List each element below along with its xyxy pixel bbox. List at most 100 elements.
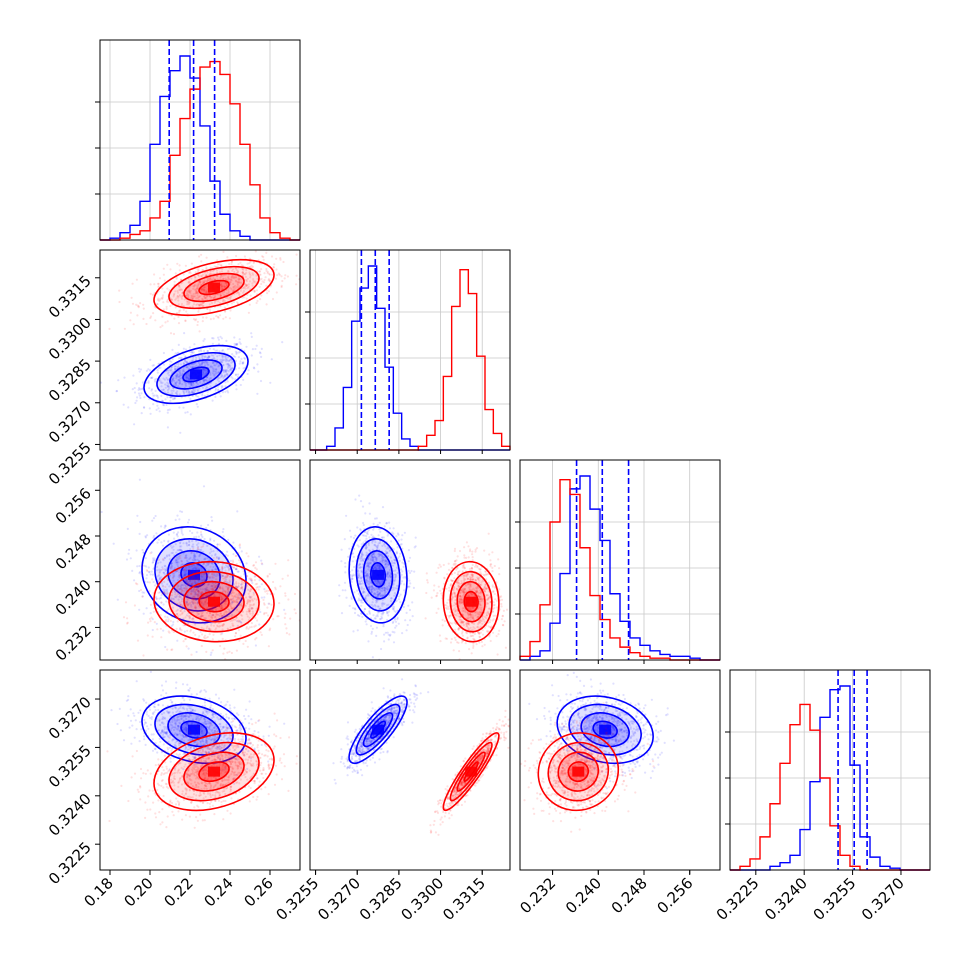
scatter-point — [181, 372, 184, 375]
scatter-point — [368, 612, 372, 615]
scatter-point — [221, 530, 224, 534]
scatter-point — [205, 361, 208, 364]
scatter-point — [237, 270, 240, 273]
scatter-point — [205, 371, 208, 375]
scatter-point — [138, 394, 141, 397]
scatter-point — [209, 594, 212, 598]
scatter-point — [210, 272, 213, 275]
scatter-point — [360, 543, 363, 546]
scatter-point — [372, 568, 375, 571]
scatter-point — [186, 598, 189, 602]
scatter-point — [359, 577, 362, 580]
scatter-point — [202, 349, 206, 352]
scatter-point — [248, 605, 251, 608]
scatter-point — [180, 559, 183, 563]
scatter-point — [385, 610, 389, 613]
scatter-point — [394, 573, 397, 576]
scatter-point — [155, 597, 158, 601]
scatter-point — [177, 531, 180, 534]
scatter-point — [234, 284, 237, 288]
scatter-point — [375, 586, 378, 590]
scatter-point — [393, 558, 396, 561]
scatter-point — [478, 579, 481, 582]
scatter-point — [202, 485, 206, 488]
scatter-point — [195, 297, 198, 300]
scatter-point — [278, 273, 281, 276]
scatter-point — [225, 610, 228, 613]
scatter-point — [201, 386, 205, 389]
scatter-point — [155, 394, 158, 397]
scatter-point — [150, 616, 153, 619]
scatter-point — [439, 640, 442, 643]
scatter-point — [385, 552, 389, 555]
scatter-point — [179, 541, 182, 544]
scatter-point — [376, 588, 379, 591]
scatter-point — [377, 580, 380, 584]
scatter-point — [234, 350, 237, 353]
scatter-point — [253, 281, 256, 284]
scatter-point — [138, 532, 141, 536]
scatter-point — [203, 379, 206, 382]
scatter-point — [246, 598, 249, 601]
scatter-point — [446, 606, 449, 609]
scatter-point — [151, 364, 154, 367]
scatter-point — [225, 372, 228, 375]
scatter-point — [170, 552, 173, 555]
scatter-point — [229, 605, 233, 608]
scatter-point — [226, 256, 229, 259]
scatter-point — [210, 550, 213, 553]
scatter-point — [182, 391, 185, 394]
scatter-point — [206, 625, 209, 628]
scatter-point — [360, 601, 363, 604]
scatter-point — [385, 612, 389, 615]
scatter-point — [186, 301, 189, 304]
scatter-point — [139, 388, 142, 391]
scatter-point — [226, 589, 229, 592]
scatter-point — [360, 586, 363, 589]
scatter-point — [178, 628, 182, 631]
scatter-point — [219, 294, 222, 297]
scatter-point — [184, 383, 187, 386]
scatter-point — [224, 616, 227, 620]
scatter-point — [236, 375, 239, 378]
scatter-point — [374, 541, 377, 544]
scatter-point — [212, 550, 215, 553]
scatter-point — [247, 369, 250, 372]
scatter-point — [201, 633, 204, 636]
scatter-point — [209, 653, 212, 657]
scatter-point — [196, 611, 199, 614]
scatter-point — [174, 559, 177, 562]
scatter-point — [204, 617, 207, 620]
scatter-point — [173, 368, 176, 371]
scatter-point — [362, 610, 365, 613]
scatter-point — [388, 568, 391, 572]
scatter-point — [370, 588, 373, 591]
scatter-point — [177, 378, 180, 381]
scatter-point — [191, 391, 194, 394]
scatter-point — [232, 566, 235, 569]
scatter-point — [188, 270, 192, 273]
scatter-point — [211, 367, 214, 370]
scatter-point — [375, 557, 378, 560]
scatter-point — [188, 271, 191, 274]
scatter-point — [230, 260, 233, 264]
scatter-point — [235, 384, 238, 387]
scatter-point — [193, 295, 197, 298]
scatter-point — [129, 319, 132, 322]
scatter-point — [186, 584, 189, 587]
scatter-point — [171, 551, 174, 555]
scatter-point — [193, 606, 197, 609]
scatter-point — [477, 631, 480, 634]
scatter-point — [250, 332, 253, 335]
histogram-blue — [520, 475, 720, 661]
scatter-point — [227, 559, 230, 562]
scatter-point — [387, 576, 390, 579]
scatter-point — [391, 630, 394, 634]
scatter-point — [392, 569, 395, 573]
scatter-point — [437, 607, 440, 610]
scatter-point — [376, 546, 379, 550]
scatter-point — [376, 563, 379, 566]
scatter-point — [286, 275, 289, 278]
scatter-point — [232, 355, 235, 358]
scatter-point — [241, 362, 244, 365]
